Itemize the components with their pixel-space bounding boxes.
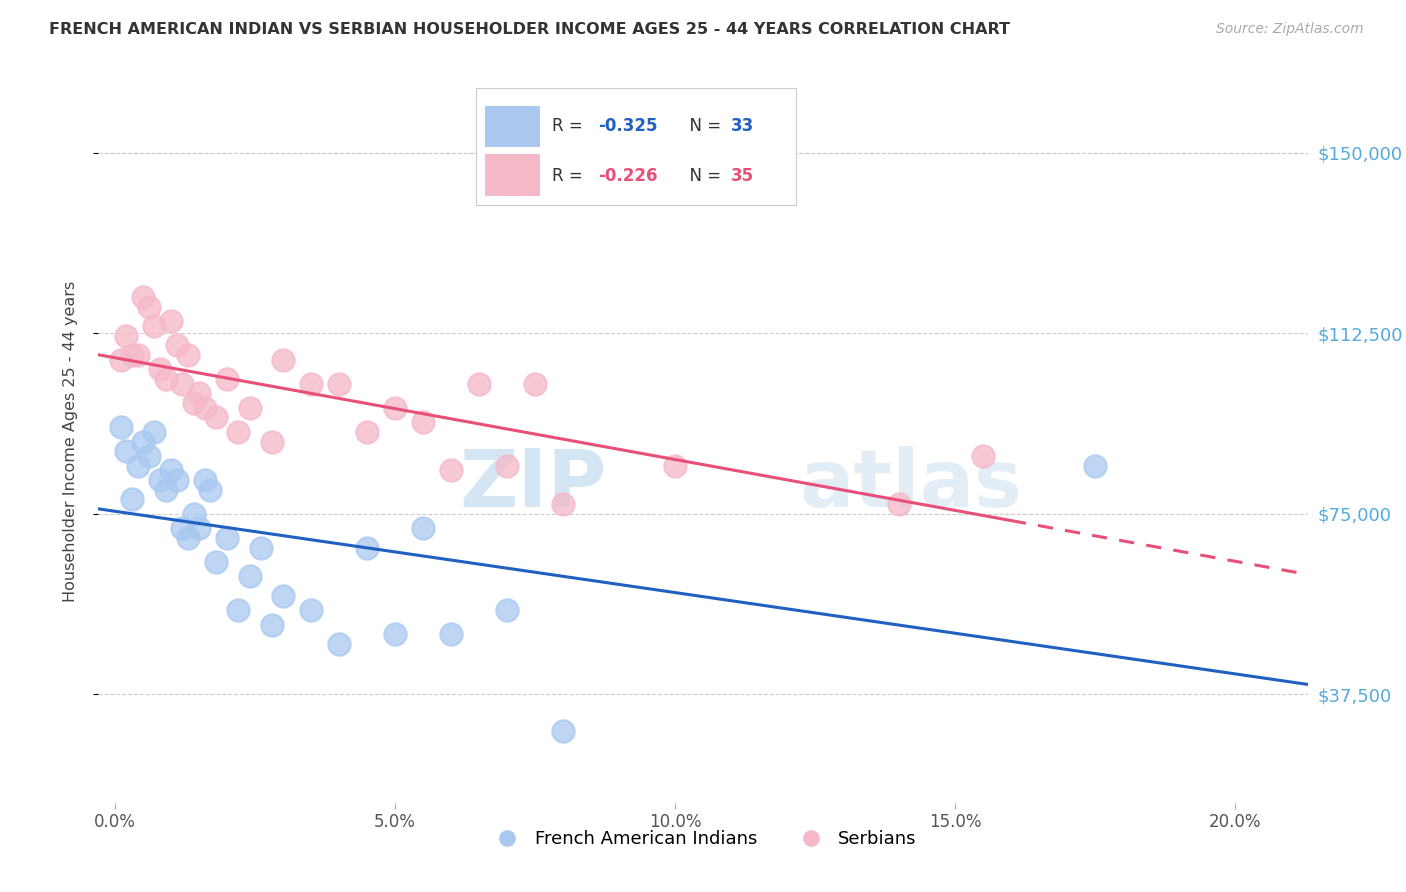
Point <box>356 541 378 555</box>
Point <box>524 376 547 391</box>
Point <box>205 555 228 569</box>
Point <box>110 352 132 367</box>
Point <box>177 348 200 362</box>
Point <box>551 497 574 511</box>
Point <box>188 386 211 401</box>
Point <box>132 434 155 449</box>
Text: N =: N = <box>679 167 725 185</box>
Point <box>183 396 205 410</box>
Text: Source: ZipAtlas.com: Source: ZipAtlas.com <box>1216 22 1364 37</box>
Point <box>217 372 239 386</box>
Point <box>155 483 177 497</box>
Point <box>440 627 463 641</box>
Point <box>384 401 406 415</box>
Point <box>239 401 262 415</box>
Point <box>155 372 177 386</box>
Point <box>249 541 271 555</box>
Point <box>188 521 211 535</box>
Point <box>121 492 143 507</box>
Point <box>972 449 994 463</box>
Point <box>664 458 686 473</box>
Point <box>496 603 519 617</box>
Text: atlas: atlas <box>800 446 1022 524</box>
Point <box>200 483 222 497</box>
Text: R =: R = <box>551 167 588 185</box>
Point <box>299 376 322 391</box>
Point <box>440 463 463 477</box>
Text: -0.325: -0.325 <box>598 117 657 135</box>
Text: ZIP: ZIP <box>458 446 606 524</box>
Point <box>138 449 160 463</box>
Point <box>228 603 250 617</box>
Point <box>384 627 406 641</box>
Point <box>127 458 149 473</box>
FancyBboxPatch shape <box>485 154 540 196</box>
Point <box>271 352 294 367</box>
Point <box>166 338 188 352</box>
FancyBboxPatch shape <box>475 87 796 205</box>
Point <box>412 521 434 535</box>
Point <box>115 444 138 458</box>
Point <box>166 473 188 487</box>
Point <box>194 401 217 415</box>
Point <box>299 603 322 617</box>
Point <box>160 314 183 328</box>
Point <box>328 376 350 391</box>
Point <box>496 458 519 473</box>
Point <box>172 376 194 391</box>
Point <box>143 425 166 439</box>
Point <box>887 497 910 511</box>
Point <box>127 348 149 362</box>
Point <box>205 410 228 425</box>
Point <box>172 521 194 535</box>
Point <box>160 463 183 477</box>
Point <box>115 328 138 343</box>
Point <box>132 290 155 304</box>
Point <box>271 589 294 603</box>
Point <box>356 425 378 439</box>
Point <box>239 569 262 583</box>
Point <box>177 531 200 545</box>
Text: 35: 35 <box>731 167 754 185</box>
Text: N =: N = <box>679 117 725 135</box>
Point <box>260 434 283 449</box>
Text: R =: R = <box>551 117 588 135</box>
Point <box>194 473 217 487</box>
Point <box>328 637 350 651</box>
Point <box>149 362 172 376</box>
Point <box>228 425 250 439</box>
Point <box>149 473 172 487</box>
Text: -0.226: -0.226 <box>598 167 657 185</box>
Point <box>260 617 283 632</box>
Point <box>183 507 205 521</box>
Y-axis label: Householder Income Ages 25 - 44 years: Householder Income Ages 25 - 44 years <box>63 281 77 602</box>
Point <box>110 420 132 434</box>
Point <box>121 348 143 362</box>
Legend: French American Indians, Serbians: French American Indians, Serbians <box>482 822 924 855</box>
Point <box>143 318 166 333</box>
Point <box>468 376 491 391</box>
Point <box>217 531 239 545</box>
Point <box>551 723 574 738</box>
Point <box>138 300 160 314</box>
Text: 33: 33 <box>731 117 754 135</box>
FancyBboxPatch shape <box>485 105 540 147</box>
Point <box>1084 458 1107 473</box>
Text: FRENCH AMERICAN INDIAN VS SERBIAN HOUSEHOLDER INCOME AGES 25 - 44 YEARS CORRELAT: FRENCH AMERICAN INDIAN VS SERBIAN HOUSEH… <box>49 22 1010 37</box>
Point <box>412 415 434 429</box>
